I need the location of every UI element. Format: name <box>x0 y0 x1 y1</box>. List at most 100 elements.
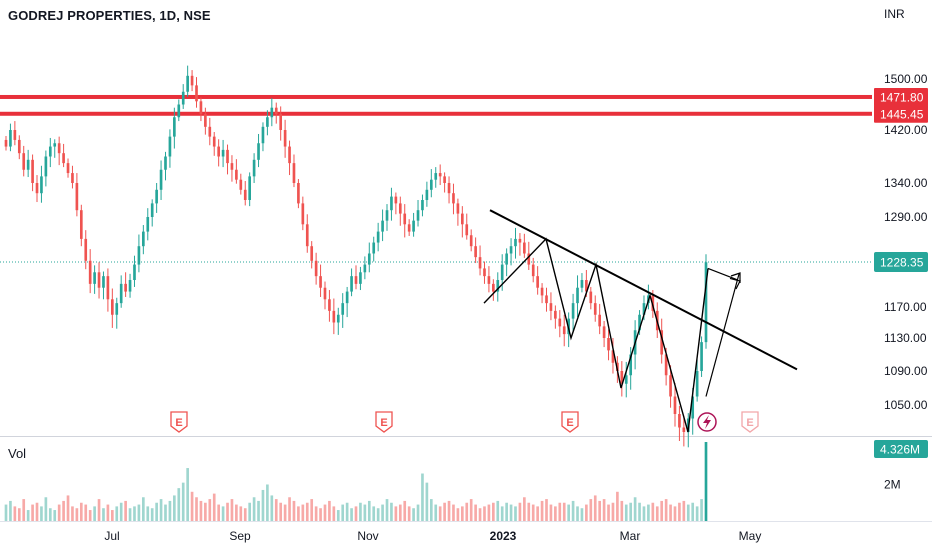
volume-bar <box>195 497 198 521</box>
candle-body <box>421 200 424 211</box>
volume-bar <box>314 506 318 521</box>
lightning-icon[interactable] <box>697 412 717 432</box>
volume-bar <box>301 504 305 521</box>
candle-body <box>527 253 531 265</box>
volume-bar <box>682 500 686 521</box>
volume-bar <box>217 504 220 521</box>
axes: 1500.00 1420.00 1340.00 1290.00 1170.00 1130.… <box>104 7 928 543</box>
volume-bar <box>248 502 251 521</box>
volume-bar <box>629 502 633 521</box>
earnings-label: E <box>380 417 387 429</box>
candle-body <box>115 303 119 315</box>
volume-bar <box>624 504 628 521</box>
candle-body <box>456 203 460 214</box>
candle-body <box>48 146 52 157</box>
volume-bar <box>469 499 473 521</box>
earnings-icon[interactable]: E <box>375 411 393 433</box>
candle-body <box>124 283 127 292</box>
candle-body <box>580 280 584 288</box>
candle-body <box>585 280 588 292</box>
volume-bar <box>204 502 207 521</box>
volume-bar <box>549 504 553 521</box>
volume-bar <box>638 502 641 521</box>
volume-bar <box>124 500 127 521</box>
volume-bar <box>660 500 664 521</box>
volume-bar <box>35 502 39 521</box>
volume-bar <box>190 491 194 521</box>
volume-bar <box>221 506 225 521</box>
candle-body <box>248 176 251 200</box>
candle-body <box>447 183 451 194</box>
volume-bar <box>279 502 283 521</box>
x-tick-label: 2023 <box>490 529 517 543</box>
candle-body <box>367 253 371 265</box>
volume-bar <box>447 500 451 521</box>
earnings-icon[interactable]: E <box>741 411 759 433</box>
volume-bar <box>9 500 12 521</box>
y-tick-label: 1290.00 <box>884 210 928 224</box>
volume-bar <box>168 500 172 521</box>
volume-bar <box>545 499 548 521</box>
volume-bar <box>500 506 504 521</box>
volume-bar <box>53 510 57 521</box>
volume-bar <box>288 497 291 521</box>
volume-bar <box>106 504 110 521</box>
candle-body <box>230 163 234 170</box>
candle-body <box>328 299 331 311</box>
candle-body <box>514 238 517 247</box>
volume-bar <box>159 499 163 521</box>
candle-body <box>97 272 101 288</box>
volume-bar <box>266 484 269 521</box>
candle-body <box>102 276 105 288</box>
candle-body <box>208 126 212 137</box>
y-tick-label: 1500.00 <box>884 72 928 86</box>
candle-body <box>704 262 708 343</box>
candle-body <box>221 149 225 157</box>
volume-bar <box>620 500 624 521</box>
volume-bar <box>71 506 74 521</box>
candle-body <box>190 75 194 86</box>
candle-body <box>403 213 407 225</box>
volume-bar <box>283 504 287 521</box>
level-price-label: 1471.80 <box>880 90 924 104</box>
volume-bar <box>536 506 539 521</box>
candle-body <box>53 143 57 147</box>
candle-body <box>93 272 96 284</box>
volume-bar <box>421 473 424 521</box>
candle-body <box>429 179 433 190</box>
volume-bar <box>186 468 189 521</box>
candle-body <box>44 156 48 177</box>
earnings-icon[interactable]: E <box>561 411 579 433</box>
candle-body <box>57 143 61 154</box>
candle-body <box>598 314 601 327</box>
candle-body <box>438 173 442 177</box>
volume-bar <box>385 499 389 521</box>
candle-body <box>111 299 114 315</box>
candle-body <box>133 264 136 281</box>
volume-bar <box>199 500 203 521</box>
volume-bar <box>261 489 265 521</box>
earnings-icon[interactable]: E <box>170 411 188 433</box>
candle-body <box>509 246 513 254</box>
volume-bar <box>341 504 345 521</box>
volume-bar <box>655 506 659 521</box>
candle-body <box>332 310 336 323</box>
volume-bar <box>438 506 442 521</box>
volume-bar <box>350 508 353 521</box>
candle-body <box>314 260 318 277</box>
candle-body <box>354 276 358 284</box>
earnings-label: E <box>566 417 573 429</box>
volume-bar <box>390 502 393 521</box>
volume-bar <box>686 504 690 521</box>
candle-body <box>226 149 229 164</box>
candle-body <box>9 130 12 147</box>
candle-body <box>381 220 384 232</box>
volume-bar <box>97 499 101 521</box>
candle-body <box>186 75 189 92</box>
volume-bar <box>434 504 438 521</box>
candle-body <box>106 276 110 300</box>
earnings-badge <box>561 411 579 433</box>
candle-body <box>545 295 548 304</box>
volume-bar <box>305 502 309 521</box>
